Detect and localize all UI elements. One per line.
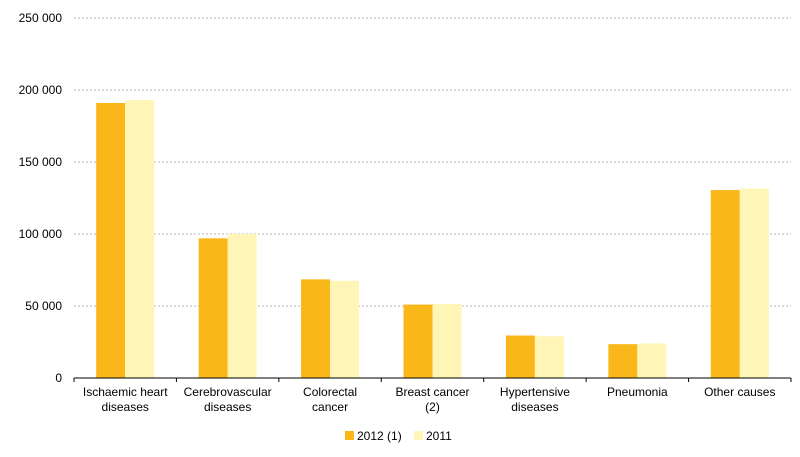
x-tick-label: Pneumonia (607, 385, 668, 399)
bar: 2012 (1): 29500 (505, 335, 535, 378)
y-tick-label: 250 000 (19, 11, 63, 25)
y-tick-label: 100 000 (19, 227, 63, 241)
legend-label: 2012 (1) (357, 429, 402, 443)
legend-swatch (414, 431, 423, 440)
x-tick-label: Cerebrovascular diseases (184, 385, 272, 414)
x-tick-label: Hypertensive diseases (500, 385, 570, 414)
y-tick-label: 50 000 (25, 299, 62, 313)
legend-item[interactable]: 2012 (1) (345, 429, 402, 443)
gridlines (74, 17, 791, 307)
bar: 2011: 51500 (432, 303, 462, 378)
y-tick-label: 200 000 (19, 83, 63, 97)
legend-swatch (345, 431, 354, 440)
y-axis-tick-labels: 0 50 000 100 000 150 000 200 000 250 000 (19, 11, 63, 385)
bars: 2012 (1): 1910002011: 193000 2012 (1): 97… (96, 100, 769, 379)
legend[interactable]: 2012 (1) 2011 (345, 429, 452, 443)
bar: 2012 (1): 23500 (608, 344, 638, 378)
legend-label: 2011 (426, 429, 452, 443)
y-tick-label: 0 (55, 371, 62, 385)
bar: 2012 (1): 97000 (198, 238, 228, 378)
x-tick-label: Breast cancer (2) (395, 385, 469, 414)
bar: 2011: 24000 (637, 343, 667, 378)
x-tick-label: Ischaemic heart diseases (83, 385, 168, 414)
bar: 2011: 131500 (739, 188, 769, 378)
x-tick-label: Colorectal cancer (303, 385, 357, 414)
x-tick-label: Other causes (704, 385, 775, 399)
bar: 2012 (1): 130500 (710, 190, 740, 378)
bar: 2012 (1): 51000 (403, 304, 433, 378)
bar: 2011: 193000 (125, 100, 155, 378)
bar: 2012 (1): 68500 (301, 279, 331, 378)
y-tick-label: 150 000 (19, 155, 63, 169)
bar: 2012 (1): 191000 (96, 102, 126, 379)
x-axis-tick-labels: Ischaemic heart diseases Cerebrovascular di… (73, 378, 792, 414)
legend-item[interactable]: 2011 (414, 429, 452, 443)
bar: 2011: 67500 (330, 280, 360, 378)
bar: 2011: 29000 (534, 336, 564, 378)
